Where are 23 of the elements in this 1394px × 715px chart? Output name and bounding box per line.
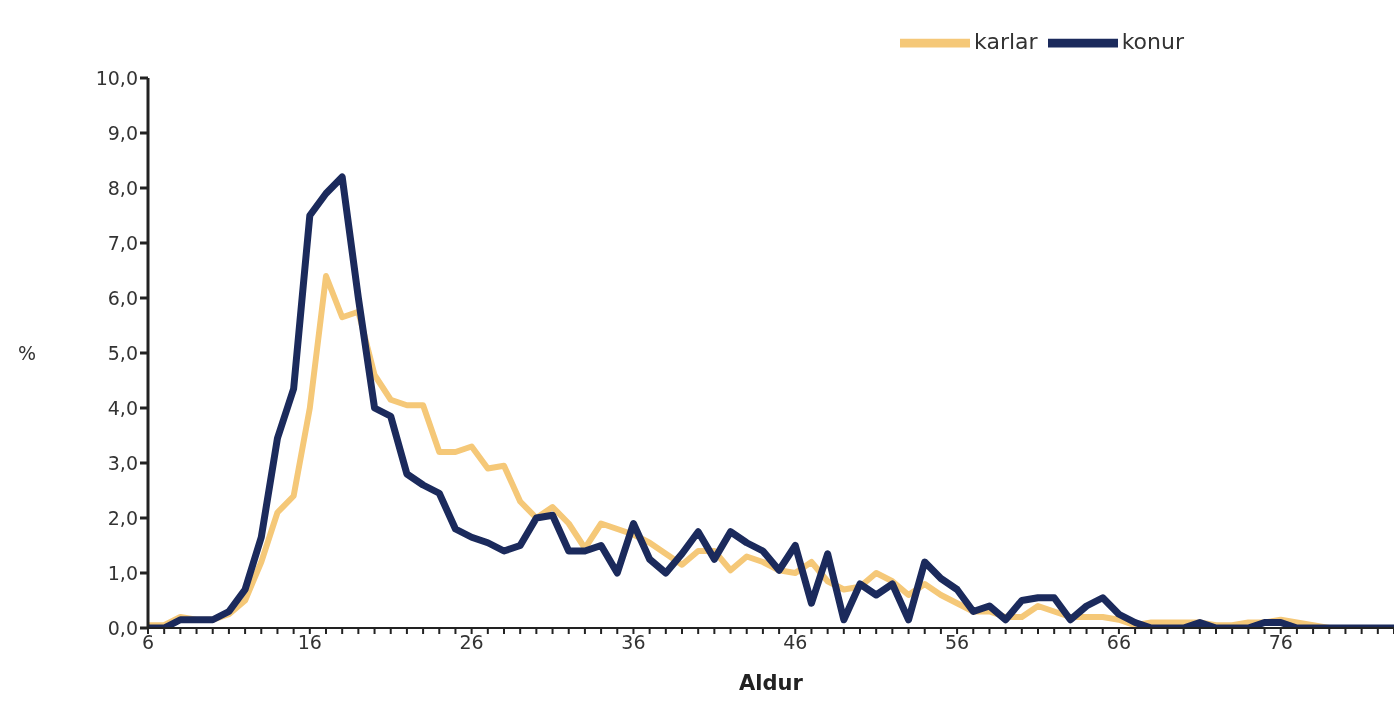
- x-tick-label: 36: [621, 631, 646, 654]
- y-tick-label: 9,0: [107, 121, 138, 144]
- legend-label: karlar: [974, 29, 1038, 54]
- x-tick-label: 46: [783, 631, 808, 654]
- x-tick-label: 66: [1106, 631, 1131, 654]
- y-tick-label: 7,0: [107, 231, 138, 254]
- x-axis-title: Aldur: [739, 671, 804, 695]
- y-tick-label: 1,0: [107, 561, 138, 584]
- y-tick-label: 0,0: [107, 616, 138, 639]
- y-tick-label: 5,0: [107, 341, 138, 364]
- y-tick-label: 6,0: [107, 286, 138, 309]
- y-tick-label: 10,0: [95, 66, 138, 89]
- x-tick-label: 16: [297, 631, 322, 654]
- y-tick-label: 3,0: [107, 451, 138, 474]
- y-tick-label: 4,0: [107, 396, 138, 419]
- y-tick-label: 2,0: [107, 506, 138, 529]
- x-tick-label: 6: [141, 631, 155, 654]
- x-tick-label: 76: [1268, 631, 1293, 654]
- legend-label: konur: [1121, 29, 1184, 54]
- y-axis-title: %: [18, 341, 37, 364]
- y-tick-label: 8,0: [107, 176, 138, 199]
- x-tick-label: 56: [945, 631, 970, 654]
- x-tick-label: 26: [459, 631, 484, 654]
